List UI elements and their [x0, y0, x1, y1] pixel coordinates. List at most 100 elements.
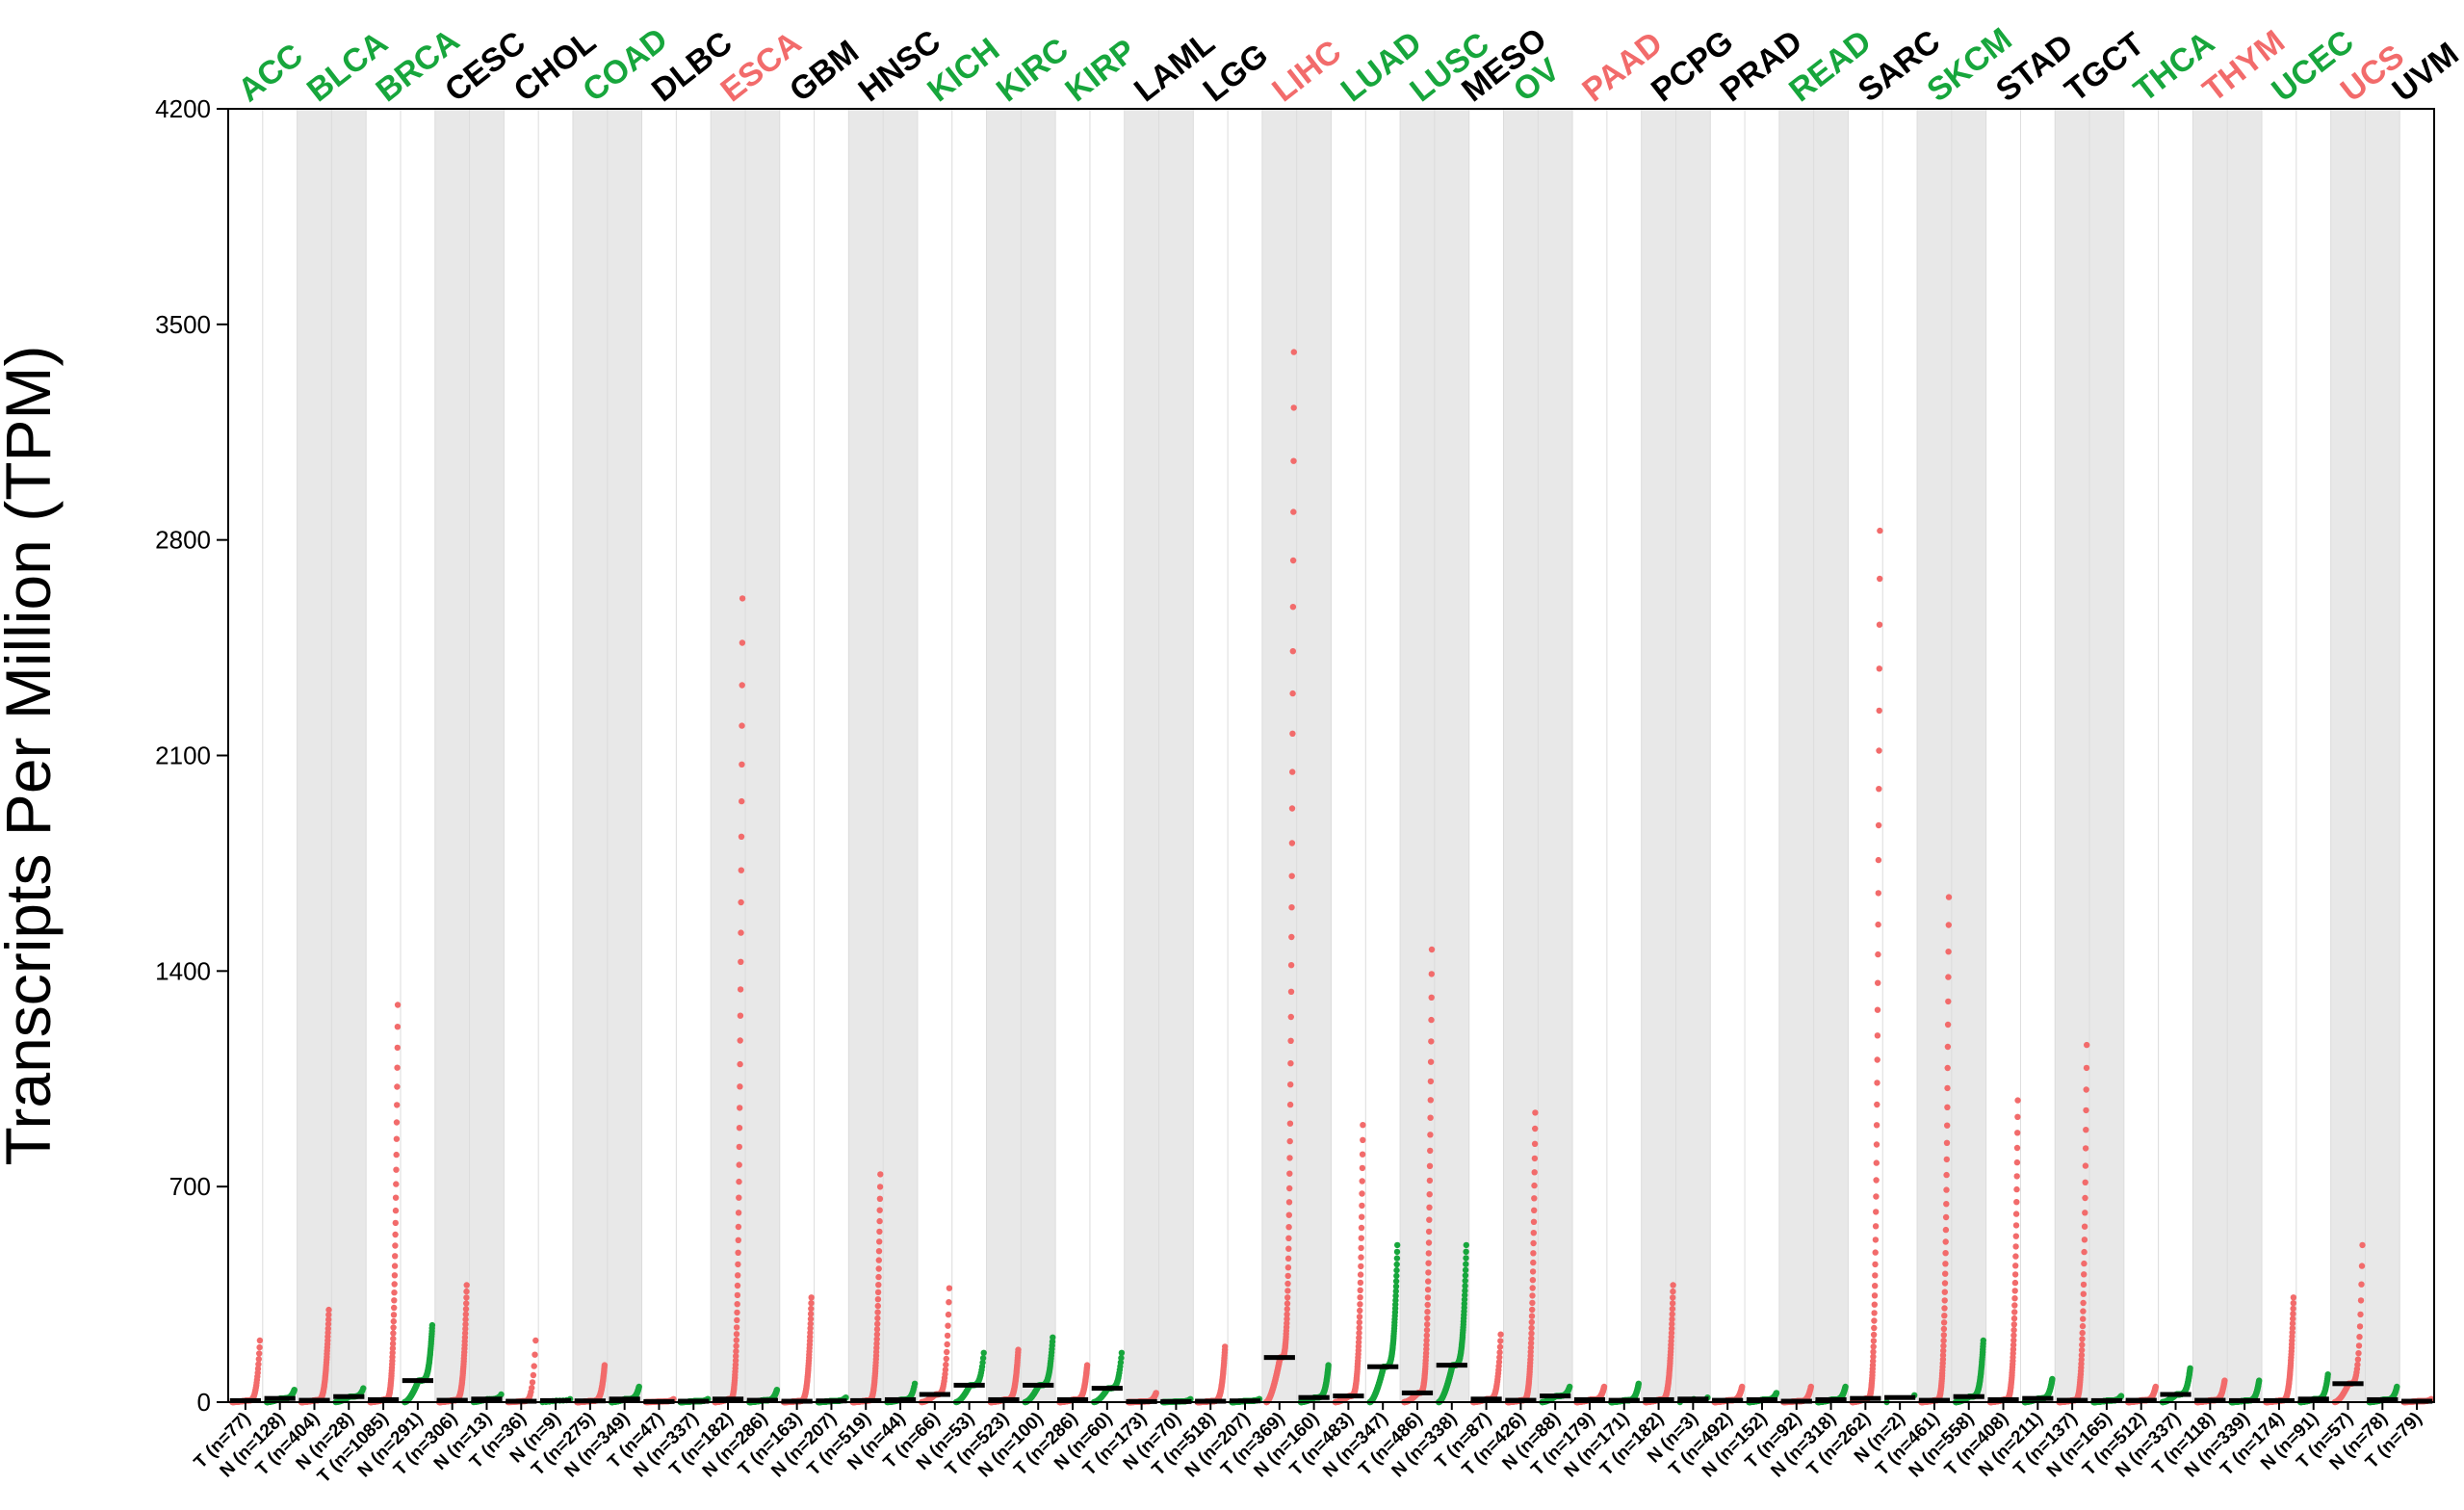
lusc-tumor-dot — [1427, 1058, 1435, 1065]
kich-tumor-dot — [943, 1361, 949, 1368]
brca-tumor-dot — [393, 1151, 400, 1159]
esca-tumor-dot — [739, 797, 745, 805]
luad-tumor-dot — [1360, 1136, 1366, 1144]
lusc-tumor-dot — [1424, 1287, 1432, 1293]
kirc-tumor-dot — [1015, 1346, 1022, 1353]
lihc-tumor-dot — [1284, 1294, 1291, 1301]
lihc-tumor-dot — [1289, 604, 1297, 611]
lusc-tumor-dot — [1428, 971, 1436, 977]
lihc-tumor-dot — [1289, 557, 1297, 564]
lusc-tumor-dot — [1425, 1260, 1432, 1266]
esca-tumor-dot — [739, 639, 746, 646]
chol-tumor-dot — [532, 1337, 539, 1344]
luad-tumor-dot — [1359, 1202, 1365, 1210]
lihc-tumor-dot — [1287, 988, 1295, 996]
lihc-tumor-dot — [1284, 1264, 1292, 1271]
cesc-tumor-dot — [463, 1288, 470, 1295]
ov-tumor-dot — [1529, 1268, 1537, 1275]
lihc-tumor-dot — [1284, 1288, 1291, 1294]
lihc-tumor-dot — [1288, 904, 1295, 911]
ov-tumor-dot — [1531, 1140, 1539, 1148]
acc-tumor-dot — [256, 1343, 263, 1351]
esca-tumor-dot — [733, 1331, 740, 1338]
lusc-tumor-dot — [1426, 1204, 1433, 1211]
esca-tumor-dot — [736, 1125, 743, 1132]
kirc-normal-dot — [1050, 1334, 1056, 1341]
ov-tumor-dot — [1529, 1292, 1536, 1299]
ov-tumor-dot — [1528, 1313, 1536, 1319]
lihc-tumor-dot — [1288, 805, 1296, 812]
esca-tumor-dot — [737, 986, 744, 993]
luad-tumor-dot — [1356, 1314, 1363, 1320]
lusc-tumor-dot — [1425, 1250, 1433, 1257]
kich-tumor-dot — [944, 1341, 950, 1348]
ov-normal-dot — [1567, 1383, 1573, 1391]
brca-tumor-dot — [393, 1181, 400, 1187]
meso-tumor-dot — [1496, 1349, 1503, 1356]
ov-tumor-dot — [1529, 1277, 1537, 1284]
esca-tumor-dot — [734, 1301, 740, 1308]
luad-tumor-dot — [1359, 1164, 1366, 1172]
lusc-tumor-dot — [1425, 1239, 1433, 1246]
hnsc-tumor-dot — [874, 1315, 881, 1322]
luad-normal-dot — [1393, 1266, 1400, 1274]
acc-normal-dot — [291, 1387, 298, 1393]
brca-tumor-dot — [393, 1166, 400, 1173]
lihc-tumor-dot — [1290, 508, 1297, 515]
lusc-tumor-dot — [1426, 1216, 1433, 1223]
gbm-tumor-dot — [808, 1300, 815, 1307]
ov-tumor-dot — [1528, 1324, 1535, 1332]
lihc-tumor-dot — [1290, 349, 1298, 355]
brca-tumor-dot — [390, 1317, 397, 1325]
esca-tumor-dot — [733, 1342, 739, 1349]
esca-tumor-dot — [737, 1060, 743, 1068]
blca-tumor-dot — [324, 1320, 332, 1328]
cesc-normal-dot — [498, 1391, 505, 1398]
luad-tumor-dot — [1357, 1287, 1363, 1294]
cesc-tumor-dot — [462, 1311, 469, 1318]
lihc-tumor-dot — [1289, 690, 1296, 697]
brca-tumor-dot — [389, 1349, 396, 1357]
brca-tumor-dot — [391, 1272, 399, 1279]
luad-normal-dot — [1393, 1272, 1400, 1280]
kirp-tumor-dot — [1083, 1362, 1091, 1368]
hnsc-tumor-dot — [876, 1184, 884, 1190]
lusc-normal-dot — [1462, 1272, 1469, 1279]
lusc-tumor-dot — [1428, 946, 1436, 953]
luad-tumor-dot — [1358, 1235, 1365, 1241]
lihc-tumor-dot — [1287, 962, 1295, 969]
hnsc-tumor-dot — [876, 1217, 883, 1225]
esca-tumor-dot — [737, 1083, 743, 1090]
lusc-tumor-dot — [1426, 1162, 1434, 1170]
ov-tumor-dot — [1528, 1330, 1535, 1337]
ov-tumor-dot — [1529, 1285, 1536, 1291]
ov-tumor-dot — [1531, 1155, 1539, 1162]
cesc-tumor-dot — [463, 1282, 470, 1289]
ov-tumor-dot — [1530, 1250, 1537, 1257]
lusc-tumor-dot — [1428, 1038, 1435, 1045]
ov-tumor-dot — [1530, 1239, 1537, 1247]
esca-tumor-dot — [737, 1012, 744, 1019]
esca-tumor-dot — [739, 722, 745, 729]
lusc-normal-dot — [1463, 1248, 1469, 1256]
luad-tumor-dot — [1358, 1254, 1364, 1261]
acc-tumor-dot — [255, 1356, 262, 1363]
luad-tumor-dot — [1357, 1271, 1364, 1278]
esca-tumor-dot — [738, 867, 744, 873]
hnsc-tumor-dot — [876, 1207, 883, 1213]
brca-tumor-dot — [393, 1119, 401, 1126]
lihc-tumor-dot — [1284, 1280, 1291, 1288]
esca-tumor-dot — [734, 1309, 740, 1316]
band-meso — [1468, 109, 1504, 1402]
chol-tumor-dot — [530, 1371, 537, 1379]
acc-tumor-dot — [255, 1361, 262, 1367]
esca-normal-dot — [773, 1387, 781, 1393]
esca-tumor-dot — [735, 1249, 741, 1257]
ov-tumor-dot — [1530, 1230, 1538, 1237]
luad-tumor-dot — [1358, 1263, 1364, 1270]
ov-tumor-dot — [1530, 1218, 1538, 1226]
lusc-tumor-dot — [1424, 1294, 1432, 1301]
brca-tumor-dot — [391, 1289, 398, 1296]
lihc-tumor-dot — [1288, 840, 1296, 846]
